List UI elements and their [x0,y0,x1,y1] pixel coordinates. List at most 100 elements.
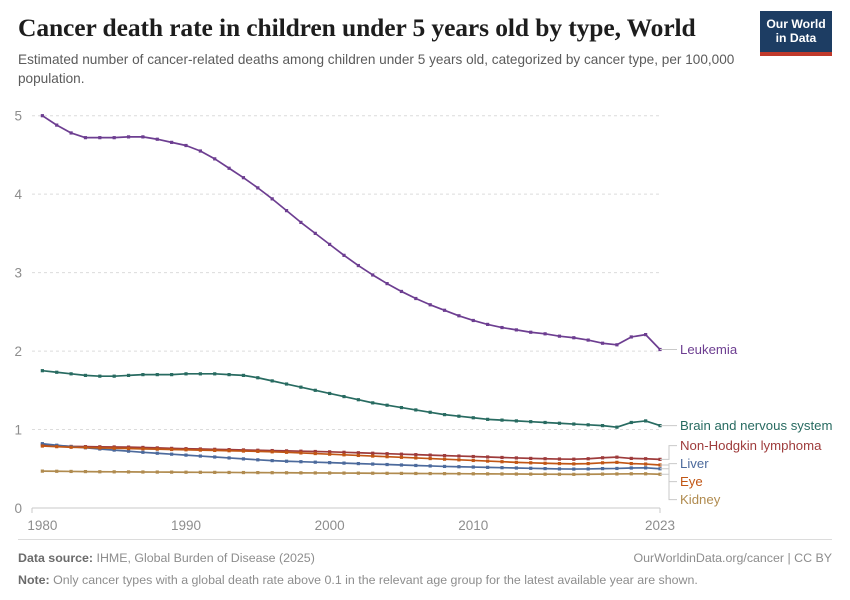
data-point[interactable] [586,467,590,471]
data-point[interactable] [543,332,547,336]
data-point[interactable] [586,338,590,342]
data-point[interactable] [615,455,619,459]
data-point[interactable] [83,373,88,377]
data-point[interactable] [40,369,44,373]
data-point[interactable] [486,465,490,469]
data-point[interactable] [500,325,504,330]
data-point[interactable] [342,450,346,454]
data-point[interactable] [141,450,145,454]
data-point[interactable] [213,372,217,376]
data-point[interactable] [356,398,360,402]
data-point[interactable] [471,318,475,323]
legend-label[interactable]: Eye [680,474,703,489]
data-point[interactable] [270,471,274,475]
data-point[interactable] [615,472,619,476]
data-point[interactable] [586,461,590,466]
data-point[interactable] [299,460,303,464]
data-point[interactable] [414,456,418,460]
data-point[interactable] [428,410,432,414]
footer-url[interactable]: OurWorldinData.org/cancer | CC BY [633,550,832,565]
data-point[interactable] [141,447,145,451]
data-point[interactable] [644,457,648,461]
data-point[interactable] [457,314,461,318]
data-point[interactable] [98,470,102,474]
data-point[interactable] [112,374,116,378]
data-point[interactable] [313,451,317,456]
data-point[interactable] [40,114,44,118]
data-point[interactable] [55,469,59,473]
data-point[interactable] [69,469,73,474]
data-point[interactable] [155,451,159,455]
data-point[interactable] [557,334,562,338]
data-point[interactable] [457,472,461,476]
data-point[interactable] [371,454,375,458]
data-point[interactable] [414,453,418,457]
data-point[interactable] [342,253,346,257]
data-point[interactable] [184,143,188,148]
data-point[interactable] [356,471,360,475]
data-point[interactable] [256,449,260,453]
data-point[interactable] [141,373,145,377]
data-point[interactable] [98,446,102,450]
data-point[interactable] [644,419,648,423]
data-point[interactable] [227,373,231,377]
data-point[interactable] [270,379,274,383]
data-point[interactable] [514,466,518,470]
series-line[interactable] [41,114,661,351]
data-point[interactable] [55,123,59,127]
data-point[interactable] [184,448,188,452]
data-point[interactable] [644,466,648,470]
data-point[interactable] [284,209,289,213]
data-point[interactable] [529,466,533,470]
data-point[interactable] [399,455,404,459]
data-point[interactable] [399,471,404,475]
data-point[interactable] [500,472,504,476]
data-point[interactable] [356,461,360,466]
data-point[interactable] [141,470,145,474]
data-point[interactable] [198,454,202,458]
data-point[interactable] [213,157,217,161]
data-point[interactable] [184,372,188,376]
data-point[interactable] [299,471,303,475]
data-point[interactable] [600,472,605,476]
data-point[interactable] [342,461,346,465]
data-point[interactable] [428,303,432,307]
data-point[interactable] [428,453,432,457]
series-line[interactable] [41,470,661,476]
data-point[interactable] [457,458,461,462]
data-point[interactable] [385,282,389,286]
data-point[interactable] [328,471,332,475]
data-point[interactable] [414,471,418,476]
legend-label[interactable]: Liver [680,456,709,471]
data-point[interactable] [270,459,274,463]
data-point[interactable] [170,140,174,144]
data-point[interactable] [385,452,389,456]
data-point[interactable] [600,341,605,345]
data-point[interactable] [328,461,332,465]
data-point[interactable] [313,231,317,235]
data-point[interactable] [514,456,518,460]
data-point[interactable] [83,445,88,450]
data-point[interactable] [227,470,231,475]
data-point[interactable] [270,197,274,201]
data-point[interactable] [586,423,590,427]
data-point[interactable] [313,449,317,454]
data-point[interactable] [227,449,231,453]
data-point[interactable] [471,472,475,476]
data-point[interactable] [529,330,533,334]
data-point[interactable] [170,470,174,474]
data-point[interactable] [629,472,633,476]
data-point[interactable] [270,450,274,454]
data-point[interactable] [615,343,619,347]
data-point[interactable] [299,385,303,389]
data-point[interactable] [241,176,246,180]
data-point[interactable] [299,449,303,453]
data-point[interactable] [586,472,590,476]
data-point[interactable] [155,137,159,141]
data-point[interactable] [126,135,131,139]
data-point[interactable] [313,388,317,392]
data-point[interactable] [486,455,490,459]
data-point[interactable] [112,136,116,140]
data-point[interactable] [126,470,131,474]
data-point[interactable] [428,471,432,476]
